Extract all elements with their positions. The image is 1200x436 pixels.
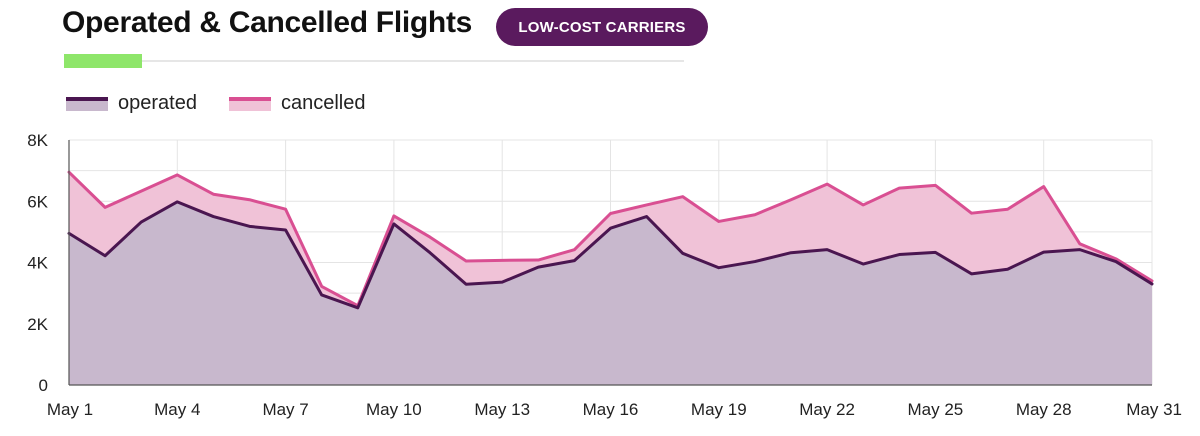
carrier-category-badge: LOW-COST CARRIERS (496, 8, 708, 46)
x-tick-label: May 4 (154, 400, 200, 419)
legend-item-operated[interactable]: operated (66, 92, 197, 115)
x-tick-label: May 10 (366, 400, 422, 419)
chart-legend: operated cancelled (66, 92, 365, 115)
chart-title: Operated & Cancelled Flights (62, 6, 473, 39)
x-tick-label: May 28 (1016, 400, 1072, 419)
legend-swatch-operated (66, 96, 108, 111)
legend-swatch-cancelled (228, 96, 271, 111)
x-tick-label: May 13 (474, 400, 530, 419)
x-tick-label: May 25 (908, 400, 964, 419)
y-tick-label: 4K (27, 254, 48, 273)
axis-layer: 0 2K 4K 6K 8K May 1 May 4 May 7 May 10 May 13 May … (27, 131, 1182, 419)
legend-label-operated: operated (118, 92, 197, 114)
x-tick-label: May 22 (799, 400, 855, 419)
x-tick-label: May 7 (262, 400, 308, 419)
y-tick-label: 6K (27, 192, 48, 211)
line-cancelled[interactable] (67, 170, 1154, 308)
y-tick-label: 2K (27, 315, 48, 334)
title-underline (64, 60, 684, 62)
x-tick-label: May 19 (691, 400, 747, 419)
y-tick-label: 0 (39, 376, 48, 395)
x-tick-label: May 16 (583, 400, 639, 419)
line-operated[interactable] (67, 200, 1154, 310)
x-tick-label: May 31 (1126, 400, 1182, 419)
area-operated (69, 201, 1152, 385)
x-tick-label: May 1 (47, 400, 93, 419)
line-layer (67, 170, 1154, 310)
title-accent-bar (64, 54, 142, 68)
legend-label-cancelled: cancelled (280, 92, 366, 114)
legend-item-cancelled[interactable]: cancelled (228, 92, 366, 115)
area-layer (69, 172, 1152, 385)
y-tick-label: 8K (27, 131, 48, 150)
